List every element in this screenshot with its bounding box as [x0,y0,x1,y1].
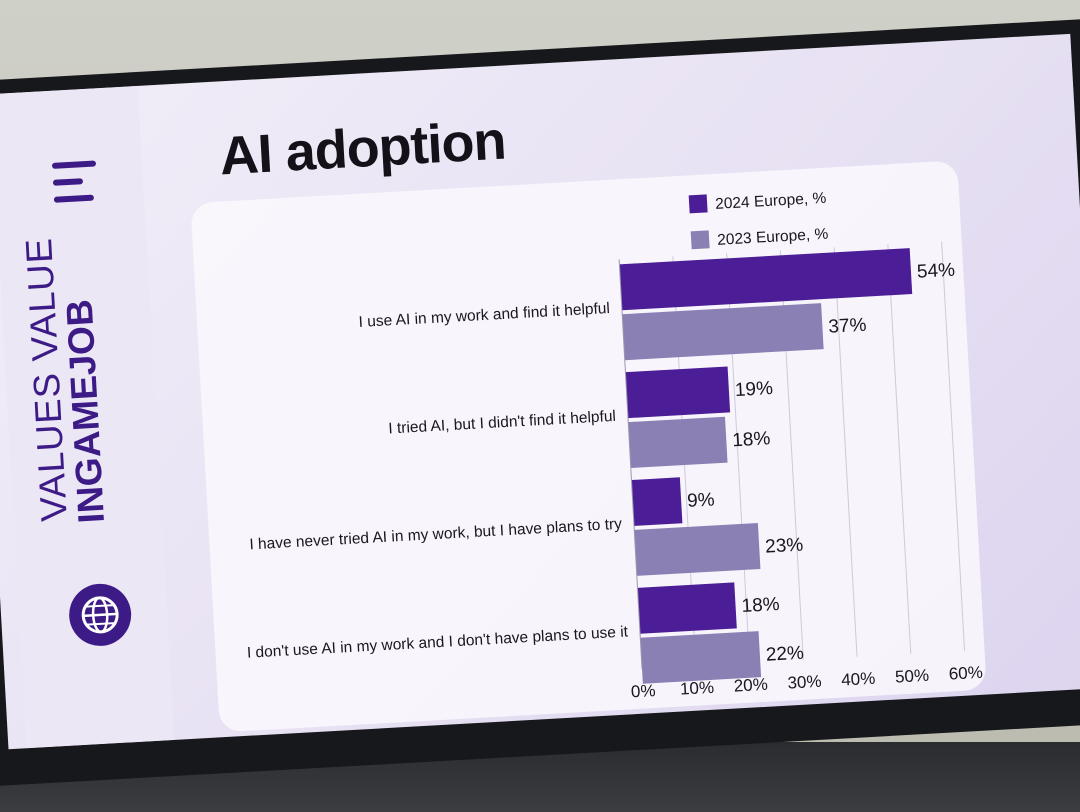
y-axis-line [618,259,643,669]
bar-2023-2 [628,416,728,469]
bar-2023-3 [634,523,761,576]
bar-2024-4 [637,582,737,634]
bar-chart: 0% 10% 20% 30% 40% 50% 60% I use AI in my work … [246,190,983,702]
bar-2023-1 [622,303,824,361]
gridline-60 [941,241,966,651]
legend-swatch-2024 [688,194,708,214]
bar-2024-3 [631,477,683,526]
brand-wordmark: VALUES VALUE INGAMEJOB [16,159,112,524]
slide-screen: VALUES VALUE INGAMEJOB AI adoption 0% 10%… [0,33,1080,750]
bar-2023-4 [640,631,762,684]
category-label-3: I have never tried AI in my work, but I … [249,516,623,554]
x-tick-label-10: 10% [680,678,715,699]
gridline-40 [833,247,858,657]
category-label-1: I use AI in my work and find it helpful [358,300,610,331]
value-label-2023-2: 18% [732,428,771,451]
category-label-4: I don't use AI in my work and I don't ha… [246,623,629,661]
chart-card: 0% 10% 20% 30% 40% 50% 60% I use AI in my work … [190,160,987,733]
gridline-50 [887,244,912,654]
x-tick-label-30: 30% [787,672,822,693]
value-label-2023-4: 22% [765,643,804,666]
legend-label-2023: 2023 Europe, % [717,226,829,249]
value-label-2024-3: 9% [687,489,716,512]
x-tick-label-50: 50% [895,666,930,687]
x-tick-label-40: 40% [841,669,876,690]
bar-2024-2 [625,366,731,419]
tv-frame: VALUES VALUE INGAMEJOB AI adoption 0% 10%… [0,18,1080,787]
x-tick-label-0: 0% [630,681,656,701]
x-tick-label-20: 20% [733,675,768,696]
value-label-2024-4: 18% [741,594,780,617]
x-tick-label-60: 60% [948,663,983,684]
category-label-2: I tried AI, but I didn't find it helpful [388,408,616,438]
value-label-2024-1: 54% [916,260,955,283]
slide-title: AI adoption [218,110,507,187]
legend-swatch-2023 [690,230,710,250]
value-label-2024-2: 19% [734,378,773,401]
globe-icon [67,582,133,648]
value-label-2023-3: 23% [765,535,804,558]
legend-label-2024: 2024 Europe, % [715,190,827,213]
bar-2024-1 [619,248,913,311]
value-label-2023-1: 37% [828,315,867,338]
brand-sidebar: VALUES VALUE INGAMEJOB [0,85,175,749]
